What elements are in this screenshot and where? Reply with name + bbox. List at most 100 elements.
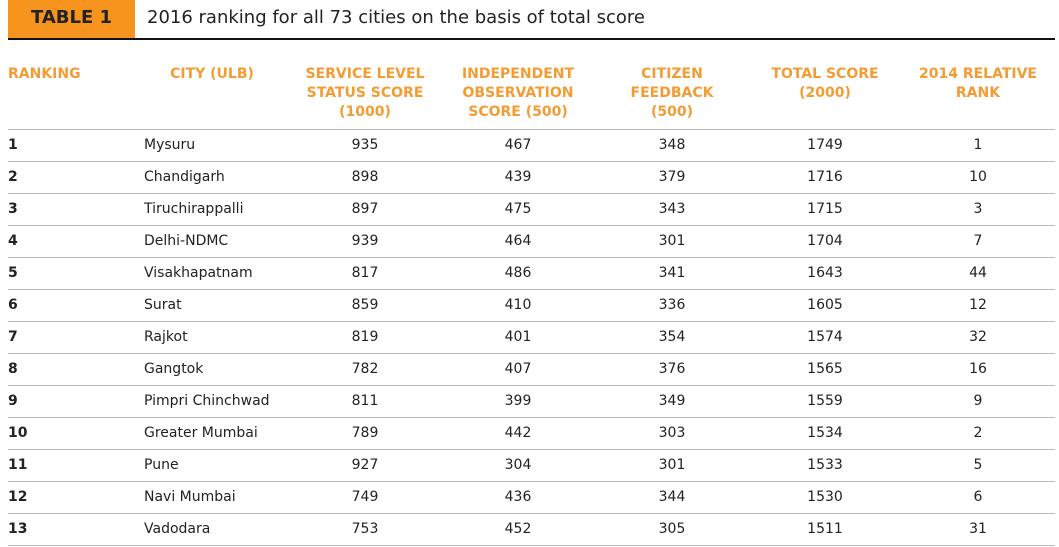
rank-cell: 4 (8, 233, 18, 249)
row-rule (8, 193, 1055, 194)
column-header: INDEPENDENT (461, 66, 575, 82)
score-cell: 452 (504, 521, 532, 537)
score-cell: 336 (658, 297, 686, 313)
score-cell: 5 (973, 457, 983, 473)
score-cell: 1559 (807, 393, 843, 409)
row-rule (8, 513, 1055, 514)
score-cell: 344 (658, 489, 686, 505)
city-cell: Tiruchirappalli (144, 201, 244, 217)
row-rule (8, 321, 1055, 322)
score-cell: 31 (969, 521, 987, 537)
row-rule (8, 129, 1055, 130)
score-cell: 475 (504, 201, 532, 217)
score-cell: 304 (504, 457, 532, 473)
score-cell: 753 (351, 521, 379, 537)
score-cell: 301 (658, 233, 686, 249)
score-cell: 305 (658, 521, 686, 537)
score-cell: 1749 (807, 137, 843, 153)
score-cell: 789 (351, 425, 379, 441)
city-cell: Navi Mumbai (144, 489, 236, 505)
rank-cell: 11 (8, 457, 28, 473)
rank-cell: 5 (8, 265, 18, 281)
column-header: (500) (650, 104, 694, 120)
city-cell: Pimpri Chinchwad (144, 393, 270, 409)
rank-cell: 3 (8, 201, 18, 217)
score-cell: 303 (658, 425, 686, 441)
score-cell: 1715 (807, 201, 843, 217)
score-cell: 1511 (807, 521, 843, 537)
city-cell: Pune (144, 457, 179, 473)
score-cell: 3 (973, 201, 983, 217)
city-cell: Vadodara (144, 521, 211, 537)
rank-cell: 8 (8, 361, 18, 377)
score-cell: 1533 (807, 457, 843, 473)
score-cell: 1565 (807, 361, 843, 377)
row-rule (8, 385, 1055, 386)
score-cell: 749 (351, 489, 379, 505)
column-header: 2014 RELATIVE (918, 66, 1037, 82)
city-cell: Surat (144, 297, 182, 313)
score-cell: 467 (504, 137, 532, 153)
score-cell: 44 (969, 265, 987, 281)
column-header: FEEDBACK (630, 85, 714, 101)
score-cell: 7 (973, 233, 983, 249)
score-cell: 6 (973, 489, 983, 505)
score-cell: 897 (351, 201, 379, 217)
column-header: CITY (ULB) (170, 66, 254, 82)
score-cell: 486 (504, 265, 532, 281)
score-cell: 464 (504, 233, 532, 249)
city-cell: Delhi-NDMC (144, 233, 229, 249)
score-cell: 1 (973, 137, 983, 153)
table-label: TABLE 1 (8, 0, 135, 38)
score-cell: 811 (351, 393, 379, 409)
score-cell: 379 (658, 169, 686, 185)
score-cell: 10 (969, 169, 987, 185)
score-cell: 1530 (807, 489, 843, 505)
score-cell: 1574 (807, 329, 843, 345)
city-cell: Chandigarh (144, 169, 225, 185)
score-cell: 16 (969, 361, 987, 377)
table-title: 2016 ranking for all 73 cities on the ba… (147, 7, 645, 28)
score-cell: 354 (658, 329, 686, 345)
row-rule (8, 449, 1055, 450)
rank-cell: 6 (8, 297, 18, 313)
city-cell: Mysuru (144, 137, 196, 153)
score-cell: 436 (504, 489, 532, 505)
row-rule (8, 161, 1055, 162)
city-cell: Rajkot (144, 329, 188, 345)
score-cell: 927 (351, 457, 379, 473)
score-cell: 1704 (807, 233, 843, 249)
column-header: STATUS SCORE (306, 85, 424, 101)
column-header: RANK (955, 85, 1001, 101)
row-rule (8, 481, 1055, 482)
score-cell: 9 (973, 393, 983, 409)
score-cell: 410 (504, 297, 532, 313)
city-cell: Visakhapatnam (144, 265, 253, 281)
rank-cell: 7 (8, 329, 18, 345)
title-rule (8, 38, 1055, 40)
rank-cell: 2 (8, 169, 18, 185)
score-cell: 1643 (807, 265, 843, 281)
row-rule (8, 257, 1055, 258)
score-cell: 859 (351, 297, 379, 313)
score-cell: 935 (351, 137, 379, 153)
score-cell: 401 (504, 329, 532, 345)
rank-cell: 10 (8, 425, 28, 441)
column-header: SERVICE LEVEL (305, 66, 425, 82)
score-cell: 898 (351, 169, 379, 185)
score-cell: 819 (351, 329, 379, 345)
score-cell: 1716 (807, 169, 843, 185)
column-header: RANKING (8, 66, 81, 82)
city-cell: Greater Mumbai (144, 425, 258, 441)
score-cell: 2 (973, 425, 983, 441)
score-cell: 32 (969, 329, 987, 345)
score-cell: 1534 (807, 425, 843, 441)
score-cell: 782 (351, 361, 379, 377)
row-rule (8, 289, 1055, 290)
column-header: (1000) (339, 104, 391, 120)
rank-cell: 9 (8, 393, 18, 409)
score-cell: 939 (351, 233, 379, 249)
score-cell: 1605 (807, 297, 843, 313)
column-header: OBSERVATION (462, 85, 574, 101)
